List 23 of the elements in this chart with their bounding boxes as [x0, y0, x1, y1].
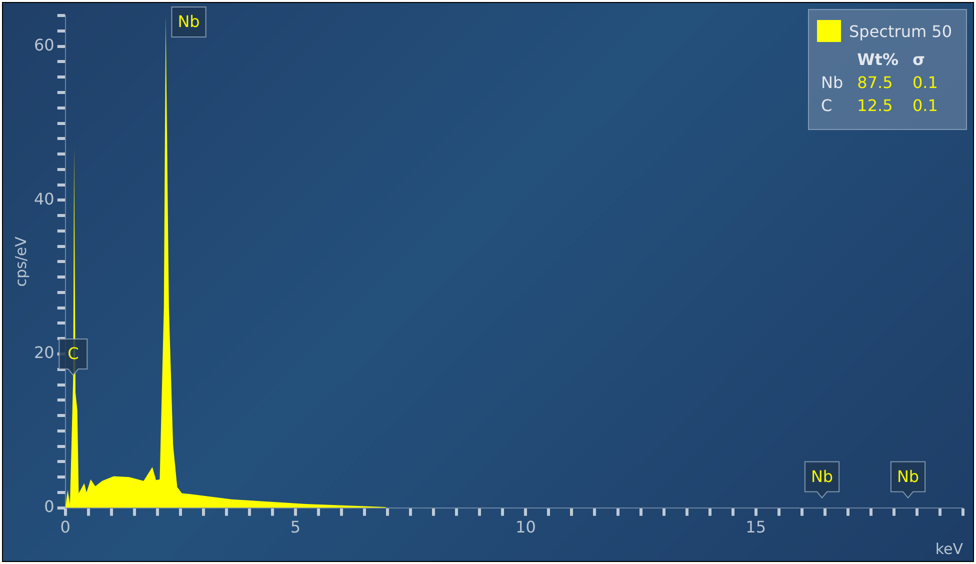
legend-label: Spectrum 50 [849, 22, 952, 40]
annotation: Nb [178, 12, 200, 32]
x-axis-title: keV [935, 540, 964, 558]
y-tick-label: 60 [34, 36, 54, 55]
x-tick-label: 0 [60, 518, 70, 537]
annotation: 0.1 [912, 95, 939, 117]
y-tick-label: 0 [44, 496, 54, 516]
x-tick-label: 5 [290, 518, 301, 537]
x-tick-label: 15 [746, 518, 766, 537]
annotation: σ [912, 49, 926, 71]
annotation: C [68, 344, 79, 364]
annotation: Nb [821, 72, 844, 94]
annotation: 12.5 [857, 95, 894, 117]
annotation: Wt% [857, 49, 900, 71]
annotation: Nb [810, 466, 834, 486]
annotation: 0.1 [912, 72, 939, 94]
y-tick-label: 40 [34, 189, 54, 208]
y-tick-label: 20 [34, 343, 54, 362]
x-tick-label: 10 [516, 518, 536, 537]
annotation: Nb [896, 466, 920, 486]
annotation: C [821, 95, 834, 117]
annotation: 87.5 [857, 72, 894, 94]
y-axis-title: cps/eV [12, 236, 30, 287]
